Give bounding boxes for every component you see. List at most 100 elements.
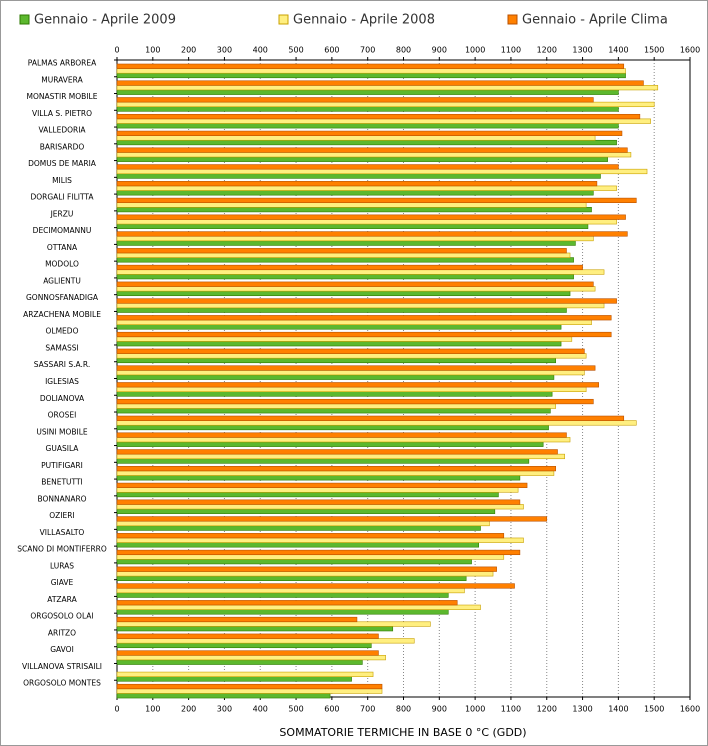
bar — [116, 319, 592, 325]
bar — [116, 101, 655, 108]
x-tick-label: 700 — [360, 46, 375, 55]
bar — [116, 482, 528, 488]
x-tick-label: 1300 — [572, 705, 592, 714]
x-tick-label: 900 — [432, 705, 447, 714]
bar — [116, 650, 379, 656]
x-tick-label: 600 — [324, 46, 339, 55]
bar — [116, 252, 571, 258]
bar — [116, 391, 553, 397]
bar — [116, 302, 605, 309]
x-tick-label: 800 — [396, 46, 411, 55]
bar — [116, 139, 617, 146]
bar — [116, 592, 449, 598]
legend-swatch — [278, 14, 289, 25]
bar — [116, 633, 379, 639]
y-tick-label: USINI MOBILE — [36, 427, 88, 436]
bar — [116, 559, 472, 565]
x-tick-label: 500 — [288, 705, 303, 714]
bar — [116, 475, 521, 481]
bar — [116, 415, 625, 421]
y-tick-label: SASSARI S.A.R. — [34, 360, 90, 369]
y-tick-label: AGLIENTU — [43, 276, 81, 285]
bar — [116, 516, 548, 522]
bar — [116, 315, 612, 321]
bar — [116, 583, 515, 589]
bar — [116, 135, 596, 141]
bar — [116, 269, 605, 275]
bar — [116, 626, 394, 632]
bar — [116, 525, 481, 531]
y-tick-label: MONASTIR MOBILE — [27, 92, 98, 101]
x-tick-label: 1100 — [501, 705, 521, 714]
bar — [116, 386, 587, 393]
bar — [116, 307, 567, 313]
legend-label: Gennaio - Aprile 2009 — [34, 13, 176, 28]
bar — [116, 365, 596, 371]
y-tick-label: OZIERI — [49, 511, 74, 520]
y-tick-label: VILLA S. PIETRO — [32, 109, 92, 118]
bar — [116, 156, 608, 162]
bar — [116, 331, 612, 338]
y-tick-label: ARITZO — [48, 628, 76, 637]
bar — [116, 616, 358, 623]
y-tick-label: VALLEDORIA — [38, 126, 86, 135]
bar — [116, 202, 587, 208]
bar — [116, 508, 496, 514]
bar — [116, 97, 594, 103]
bar — [116, 214, 626, 220]
bar — [116, 420, 637, 426]
bar — [116, 575, 467, 581]
y-tick-label: BONNANARO — [37, 494, 86, 503]
bar — [116, 274, 574, 280]
y-tick-label: GONNOSFANADIGA — [26, 293, 99, 302]
bar — [116, 504, 524, 510]
bar — [116, 571, 494, 577]
bar — [116, 453, 565, 460]
legend-swatch — [19, 14, 30, 25]
y-tick-label: ORGOSOLO MONTES — [23, 679, 101, 688]
x-tick-label: 1600 — [680, 705, 700, 714]
bar — [116, 68, 626, 74]
y-tick-label: GUASILA — [46, 444, 80, 453]
legend-label: Gennaio - Aprile Clima — [522, 13, 668, 28]
bar — [116, 197, 637, 204]
bar — [116, 63, 625, 69]
y-tick-label: DOMUS DE MARIA — [28, 159, 97, 168]
bar — [116, 466, 557, 472]
bar — [116, 458, 530, 464]
y-tick-label: MURAVERA — [41, 75, 83, 84]
bar — [116, 403, 557, 409]
y-tick-label: JERZU — [50, 209, 74, 218]
bar — [116, 693, 331, 699]
y-tick-label: BARISARDO — [40, 142, 85, 151]
bar — [116, 470, 555, 476]
bar — [116, 223, 589, 229]
x-tick-label: 500 — [288, 46, 303, 55]
x-tick-label: 1400 — [608, 705, 628, 714]
y-tick-label: OLMEDO — [46, 327, 79, 336]
bar — [116, 587, 465, 594]
y-tick-label: ORGOSOLO OLAI — [30, 612, 93, 621]
y-tick-label: BENETUTTI — [41, 478, 83, 487]
y-tick-label: SCANO DI MONTIFERRO — [17, 545, 107, 554]
legend-swatch — [507, 14, 518, 25]
bar — [116, 72, 626, 79]
x-tick-label: 300 — [217, 46, 232, 55]
bar — [116, 437, 571, 443]
x-tick-label: 1200 — [537, 705, 557, 714]
x-axis-label: SOMMATORIE TERMICHE IN BASE 0 °C (GDD) — [279, 726, 526, 739]
x-tick-label: 800 — [396, 705, 411, 714]
bar — [116, 520, 490, 527]
x-tick-label: 100 — [145, 705, 160, 714]
x-tick-label: 1100 — [501, 46, 521, 55]
bar — [116, 370, 585, 376]
bar — [116, 449, 558, 455]
y-tick-label: OTTANA — [47, 243, 78, 252]
y-tick-label: GAVOI — [50, 645, 74, 654]
bar — [116, 374, 555, 380]
bar — [116, 600, 458, 606]
bar — [116, 441, 544, 447]
y-tick-label: ARZACHENA MOBILE — [23, 310, 101, 319]
bar — [116, 604, 481, 610]
